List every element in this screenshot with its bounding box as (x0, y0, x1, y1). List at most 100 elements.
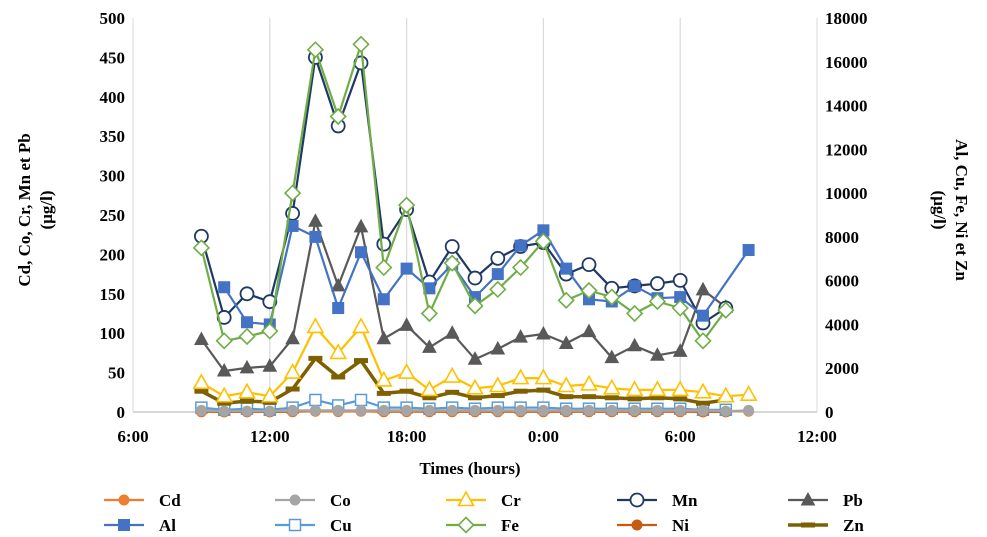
data-point-co (423, 404, 435, 416)
series-line-pb (200, 220, 727, 373)
right-tick-label: 4000 (825, 315, 859, 334)
data-point-fe (557, 291, 575, 309)
series-line-fe (200, 43, 727, 342)
left-tick-label: 400 (100, 88, 126, 107)
x-axis-title: Times (hours) (419, 459, 520, 478)
data-point-cr (511, 368, 530, 385)
data-point-pb (216, 362, 232, 377)
data-point-cr (260, 386, 279, 403)
data-point-fe (694, 332, 712, 350)
data-point-fe (329, 107, 347, 126)
data-point-cr (352, 317, 370, 334)
data-point-zn (536, 387, 551, 393)
legend-label-mn: Mn (672, 491, 698, 510)
data-point-fe (466, 297, 484, 315)
legend-marker-co (289, 494, 301, 506)
legend-label-pb: Pb (843, 491, 863, 510)
legend-label-cd: Cd (159, 491, 181, 510)
data-point-cr (739, 385, 758, 401)
data-point-cr (648, 380, 667, 397)
legend-item-cr: Cr (446, 490, 521, 510)
data-point-zn (673, 396, 688, 402)
data-point-zn (331, 374, 346, 380)
data-point-fe (511, 258, 530, 277)
series-mn (193, 50, 734, 331)
data-point-pb (285, 330, 300, 345)
data-point-co (720, 405, 732, 417)
data-point-cr (466, 378, 484, 395)
data-point-co (674, 404, 686, 416)
series-line-cu (201, 398, 726, 411)
x-tick-label: 6:00 (665, 427, 696, 446)
data-point-al (560, 262, 573, 275)
data-point-al (628, 280, 641, 293)
data-point-fe (375, 258, 393, 277)
data-point-zn (194, 388, 209, 394)
data-point-al (697, 309, 709, 322)
data-point-co (743, 404, 755, 416)
data-point-co (401, 404, 413, 416)
data-point-fe (648, 292, 667, 311)
right-tick-label: 0 (825, 403, 834, 422)
data-point-pb (262, 358, 278, 372)
data-point-zn (376, 390, 391, 396)
left-tick-label: 0 (117, 403, 126, 422)
data-point-fe (603, 288, 621, 306)
data-point-co (218, 405, 230, 417)
legend-item-pb: Pb (788, 491, 863, 510)
left-tick-label: 500 (100, 9, 126, 28)
right-tick-label: 6000 (825, 272, 859, 291)
right-axis-title: Al, Cu, Fe, Ni et Zn(µg/l) (930, 139, 971, 281)
data-point-pb (581, 323, 597, 338)
left-tick-label: 150 (100, 285, 126, 304)
data-point-fe (717, 301, 735, 319)
left-tick-label: 100 (100, 324, 126, 343)
series-group (192, 35, 758, 418)
legend-marker-al (118, 519, 130, 531)
data-point-fe (671, 299, 689, 317)
left-tick-label: 200 (100, 245, 126, 264)
data-point-cr (694, 382, 712, 399)
data-point-mn (376, 236, 392, 252)
legend-item-co: Co (275, 491, 351, 510)
data-point-zn (399, 388, 414, 394)
left-tick-label: 350 (100, 127, 126, 146)
data-point-zn (308, 355, 323, 361)
legend-label-ni: Ni (672, 516, 689, 535)
data-point-al (377, 293, 390, 306)
data-point-pb (422, 339, 437, 353)
data-point-pb (444, 325, 460, 339)
data-point-cr (625, 380, 644, 397)
left-axis-title: Cd, Co, Cr, Mn et Pb (µg/l) (15, 133, 56, 286)
data-point-al (332, 302, 345, 315)
data-point-co (264, 405, 276, 417)
data-point-pb (467, 351, 483, 365)
right-axis-ticks: 0 2000 4000 6000 8000 10000 12000 14000 16000 180… (825, 9, 868, 422)
data-point-co (560, 404, 572, 416)
data-point-cr (557, 376, 576, 393)
data-point-co (583, 404, 595, 416)
left-tick-label: 250 (100, 206, 126, 225)
data-point-zn (468, 395, 482, 401)
data-point-zn (513, 388, 528, 394)
data-point-co (378, 404, 390, 416)
legend-item-fe: Fe (446, 516, 519, 535)
legend-item-al: Al (104, 516, 176, 535)
data-point-fe (306, 41, 325, 59)
data-point-cr (443, 366, 462, 383)
data-point-cr (283, 362, 302, 379)
left-axis-ticks: 0 50 100 150 200 250 300 350 400 450 500 (100, 9, 126, 422)
data-point-co (629, 404, 641, 416)
x-axis-ticks: 6:00 12:00 18:00 0:00 6:00 12:00 (117, 427, 836, 446)
data-point-co (287, 404, 299, 416)
data-point-zn (422, 395, 437, 401)
axis-title-line: (µg/l) (930, 190, 949, 229)
legend-item-zn: Zn (788, 516, 864, 535)
legend-marker-pb (800, 491, 816, 506)
data-point-cr (488, 376, 507, 393)
data-point-pb (650, 347, 665, 361)
data-point-cr (374, 370, 393, 387)
legend: Cd Co Cr Mn Pb Al Cu Fe Ni Zn (104, 490, 864, 535)
data-point-pb (490, 340, 506, 355)
right-tick-label: 12000 (825, 140, 868, 159)
